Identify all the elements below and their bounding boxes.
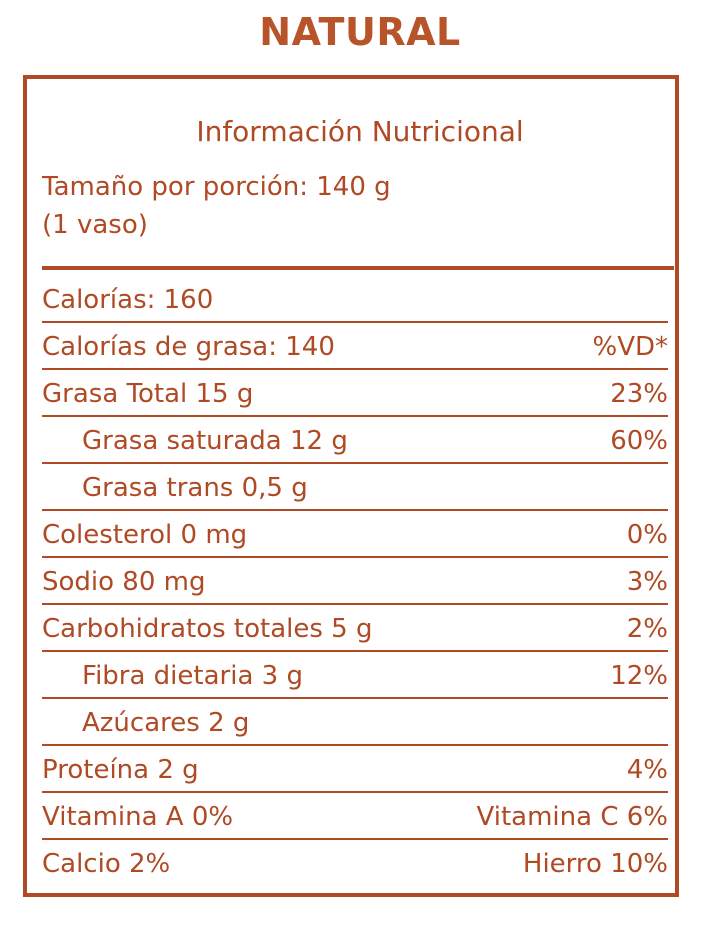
nutrient-row-trans-fat: Grasa trans 0,5 g [42,465,668,511]
serving-size-line: Tamaño por porción: 140 g [42,172,391,202]
nutrient-value: 23% [610,379,668,409]
nutrient-label: Grasa saturada 12 g [82,426,348,456]
nutrition-label-border [23,75,679,897]
nutrient-label: Carbohidratos totales 5 g [42,614,373,644]
nutrient-row-sugars: Azúcares 2 g [42,700,668,746]
nutrient-value: 12% [610,661,668,691]
nutrient-row-calories: Calorías: 160 [42,277,668,323]
nutrient-label: Calorías: 160 [42,285,214,315]
nutrient-value: 3% [626,567,668,597]
nutrient-label: Grasa Total 15 g [42,379,254,409]
nutrient-label: Fibra dietaria 3 g [82,661,303,691]
iron-value: Hierro 10% [522,849,668,879]
serving-size-note: (1 vaso) [42,210,148,240]
serving-size: Tamaño por porción: 140 g (1 vaso) [42,168,642,244]
vitamin-a-value: Vitamina A 0% [42,802,234,832]
nutrient-label: Grasa trans 0,5 g [82,473,308,503]
vitamin-c-value: Vitamina C 6% [476,802,668,832]
nutrient-row-protein: Proteína 2 g 4% [42,747,668,793]
nutrient-value: 60% [610,426,668,456]
thick-divider [42,266,674,270]
nutrient-row-minerals: Calcio 2% Hierro 10% [42,841,668,887]
nutrient-row-saturated-fat: Grasa saturada 12 g 60% [42,418,668,464]
calcium-value: Calcio 2% [42,849,171,879]
nutrient-label: Calorías de grasa: 140 [42,332,335,362]
nutrient-value: 4% [626,755,668,785]
nutrition-panel-title: Información Nutricional [196,115,524,148]
nutrient-row-fiber: Fibra dietaria 3 g 12% [42,653,668,699]
nutrient-row-total-fat: Grasa Total 15 g 23% [42,371,668,417]
nutrient-row-vitamins: Vitamina A 0% Vitamina C 6% [42,794,668,840]
nutrient-row-cholesterol: Colesterol 0 mg 0% [42,512,668,558]
nutrient-row-sodium: Sodio 80 mg 3% [42,559,668,605]
nutrient-row-fat-calories: Calorías de grasa: 140 %VD* [42,324,668,370]
nutrient-label: Azúcares 2 g [82,708,250,738]
nutrient-label: Colesterol 0 mg [42,520,248,550]
product-title: NATURAL [259,10,461,54]
nutrient-value: 0% [626,520,668,550]
nutrient-row-carbohydrates: Carbohidratos totales 5 g 2% [42,606,668,652]
nutrient-label: Sodio 80 mg [42,567,206,597]
nutrient-label: Proteína 2 g [42,755,199,785]
nutrient-value: 2% [626,614,668,644]
daily-value-header: %VD* [592,332,668,362]
